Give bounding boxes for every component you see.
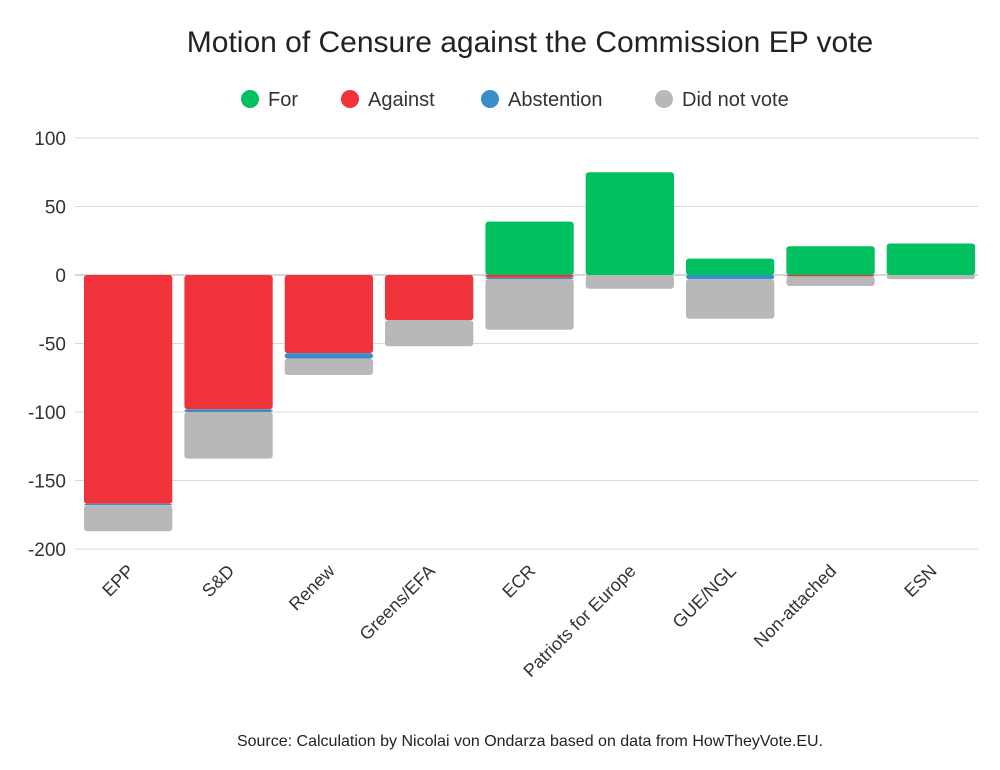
category-label: GUE/NGL [669, 561, 740, 632]
category-label: Renew [285, 560, 339, 614]
legend-marker-against [341, 90, 359, 108]
category-label: Patriots for Europe [519, 561, 639, 681]
bar-did-not-vote-ecr [485, 279, 574, 330]
bar-did-not-vote-epp [84, 505, 173, 532]
bar-for-patriots-for-europe [585, 172, 674, 276]
legend-marker-abstention [481, 90, 499, 108]
y-tick-label: -200 [28, 540, 66, 561]
legend: For Against Abstention Did not vote [241, 89, 789, 111]
category-label: ECR [498, 561, 539, 602]
bar-against-s-d [184, 275, 273, 410]
y-tick-label: -100 [28, 403, 66, 424]
legend-label-against: Against [368, 89, 435, 111]
bar-against-renew [284, 275, 373, 354]
bar-abstention-epp [84, 503, 173, 506]
category-label: Non-attached [750, 561, 841, 652]
legend-marker-did-not-vote [655, 90, 673, 108]
bar-against-greens-efa [385, 275, 474, 321]
bar-did-not-vote-non-attached [786, 276, 875, 286]
bar-did-not-vote-s-d [184, 412, 273, 459]
category-label: Greens/EFA [356, 561, 439, 644]
bar-abstention-s-d [184, 409, 273, 412]
bar-did-not-vote-gue-ngl [686, 279, 775, 319]
bar-against-epp [84, 275, 173, 504]
legend-marker-for [241, 90, 259, 108]
bar-did-not-vote-esn [886, 275, 975, 280]
category-label: ESN [900, 561, 940, 601]
category-label: S&D [198, 561, 238, 601]
chart-title: Motion of Censure against the Commission… [187, 26, 873, 59]
bars [84, 172, 975, 532]
bar-abstention-renew [284, 353, 373, 359]
y-axis: 100 50 0 -50 -100 -150 -200 [28, 129, 66, 561]
bar-for-gue-ngl [686, 258, 775, 275]
bar-abstention-ecr [485, 277, 574, 280]
bar-for-ecr [485, 221, 574, 275]
bar-abstention-gue-ngl [686, 275, 775, 280]
bar-did-not-vote-renew [284, 358, 373, 375]
y-tick-label: -50 [39, 335, 66, 356]
y-tick-label: -150 [28, 472, 66, 493]
y-tick-label: 50 [45, 198, 66, 219]
bar-did-not-vote-patriots-for-europe [585, 275, 674, 289]
legend-label-abstention: Abstention [508, 89, 603, 111]
bar-against-ecr [485, 275, 574, 278]
bar-for-esn [886, 243, 975, 275]
bar-did-not-vote-greens-efa [385, 320, 474, 347]
source-note: Source: Calculation by Nicolai von Ondar… [237, 733, 823, 750]
bar-against-non-attached [786, 275, 875, 277]
legend-label-for: For [268, 89, 298, 111]
bar-for-non-attached [786, 246, 875, 275]
legend-label-did-not-vote: Did not vote [682, 89, 789, 111]
y-tick-label: 100 [34, 129, 66, 150]
category-label: EPP [98, 561, 138, 601]
y-tick-label: 0 [55, 266, 66, 287]
